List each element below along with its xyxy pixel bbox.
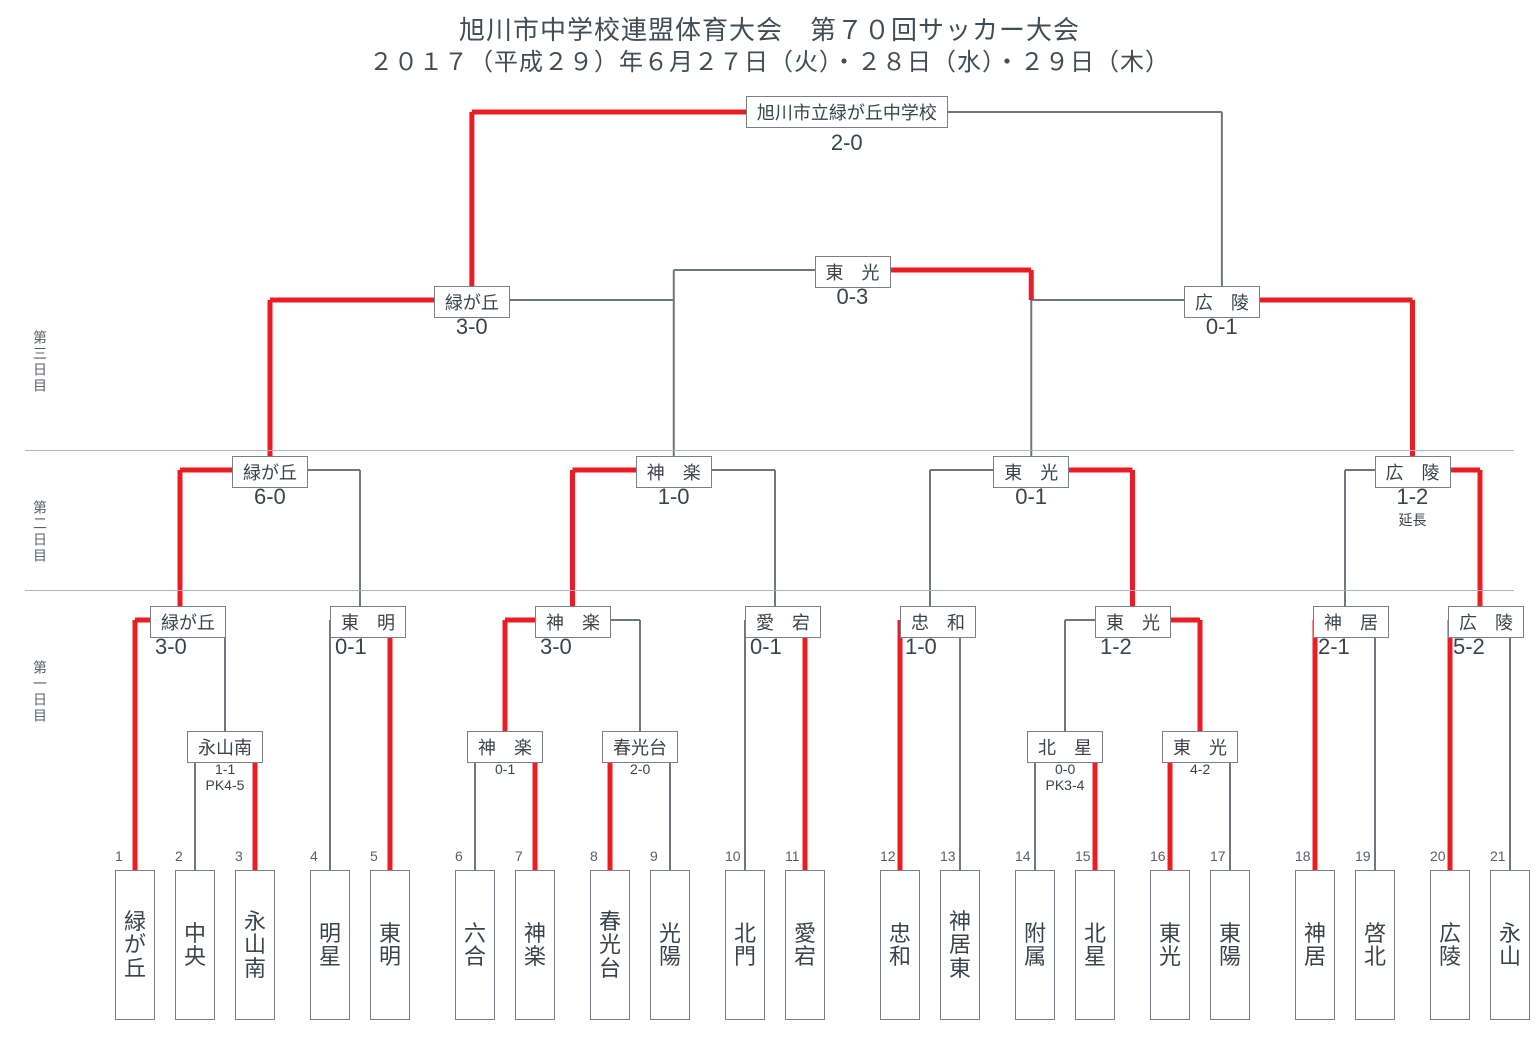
- match-score: 3-0: [540, 634, 572, 660]
- seed-number: 2: [175, 848, 183, 864]
- seed-number: 6: [455, 848, 463, 864]
- seed-number: 8: [590, 848, 598, 864]
- match-score: 0-1: [750, 634, 782, 660]
- day-label-3: 第三日目: [30, 330, 50, 394]
- team-box: 愛宕: [785, 870, 825, 1020]
- match-score: 3-0: [456, 314, 488, 340]
- match-score: 1-0: [658, 484, 690, 510]
- match-score: 3-0: [155, 634, 187, 660]
- seed-number: 18: [1295, 848, 1311, 864]
- seed-number: 20: [1430, 848, 1446, 864]
- match-score: 0-1: [1206, 314, 1238, 340]
- team-box: 東陽: [1210, 870, 1250, 1020]
- team-box: 忠和: [880, 870, 920, 1020]
- match-winner-label: 北 星: [1027, 731, 1103, 763]
- day-label-1: 第一日目: [30, 660, 50, 724]
- bronze-score: 0-3: [837, 284, 869, 310]
- final-score: 2-0: [831, 130, 863, 156]
- team-box: 北門: [725, 870, 765, 1020]
- match-winner-label: 春光台: [602, 731, 678, 763]
- match-score: 4-2: [1190, 761, 1210, 779]
- team-box: 広陵: [1430, 870, 1470, 1020]
- team-box: 六合: [455, 870, 495, 1020]
- match-score: 2-1: [1318, 634, 1350, 660]
- seed-number: 3: [235, 848, 243, 864]
- seed-number: 7: [515, 848, 523, 864]
- team-box: 光陽: [650, 870, 690, 1020]
- match-score: 0-0: [1055, 761, 1075, 779]
- match-winner-label: 神 楽: [467, 731, 543, 763]
- team-box: 東光: [1150, 870, 1190, 1020]
- match-score: 0-1: [495, 761, 515, 779]
- match-score: 0-1: [335, 634, 367, 660]
- match-winner-label: 東 光: [1162, 731, 1238, 763]
- team-box: 神楽: [515, 870, 555, 1020]
- match-score: 1-2: [1397, 484, 1429, 510]
- seed-number: 4: [310, 848, 318, 864]
- divider: [25, 590, 1514, 591]
- team-box: 永山: [1490, 870, 1530, 1020]
- seed-number: 9: [650, 848, 658, 864]
- team-box: 永山南: [235, 870, 275, 1020]
- team-box: 神居東: [940, 870, 980, 1020]
- match-score: 2-0: [630, 761, 650, 779]
- match-score: 1-0: [905, 634, 937, 660]
- team-box: 中央: [175, 870, 215, 1020]
- match-score-sub: PK4-5: [206, 777, 245, 795]
- divider: [25, 450, 1514, 451]
- seed-number: 12: [880, 848, 896, 864]
- seed-number: 5: [370, 848, 378, 864]
- seed-number: 16: [1150, 848, 1166, 864]
- match-score: 0-1: [1015, 484, 1047, 510]
- seed-number: 19: [1355, 848, 1371, 864]
- match-score: 1-1: [215, 761, 235, 779]
- match-score: 5-2: [1453, 634, 1485, 660]
- team-box: 春光台: [590, 870, 630, 1020]
- match-score: 1-2: [1100, 634, 1132, 660]
- team-box: 東明: [370, 870, 410, 1020]
- team-box: 緑が丘: [115, 870, 155, 1020]
- team-box: 神居: [1295, 870, 1335, 1020]
- match-score-sub: PK3-4: [1046, 777, 1085, 795]
- match-score-sub: 延長: [1399, 512, 1427, 530]
- seed-number: 1: [115, 848, 123, 864]
- team-box: 明星: [310, 870, 350, 1020]
- day-label-2: 第二日目: [30, 500, 50, 564]
- seed-number: 10: [725, 848, 741, 864]
- seed-number: 13: [940, 848, 956, 864]
- match-score: 6-0: [254, 484, 286, 510]
- team-box: 啓北: [1355, 870, 1395, 1020]
- team-box: 附属: [1015, 870, 1055, 1020]
- seed-number: 21: [1490, 848, 1506, 864]
- champion-label: 旭川市立緑が丘中学校: [746, 96, 948, 128]
- match-winner-label: 永山南: [187, 731, 263, 763]
- team-box: 北星: [1075, 870, 1115, 1020]
- seed-number: 14: [1015, 848, 1031, 864]
- seed-number: 17: [1210, 848, 1226, 864]
- seed-number: 15: [1075, 848, 1091, 864]
- seed-number: 11: [785, 848, 800, 864]
